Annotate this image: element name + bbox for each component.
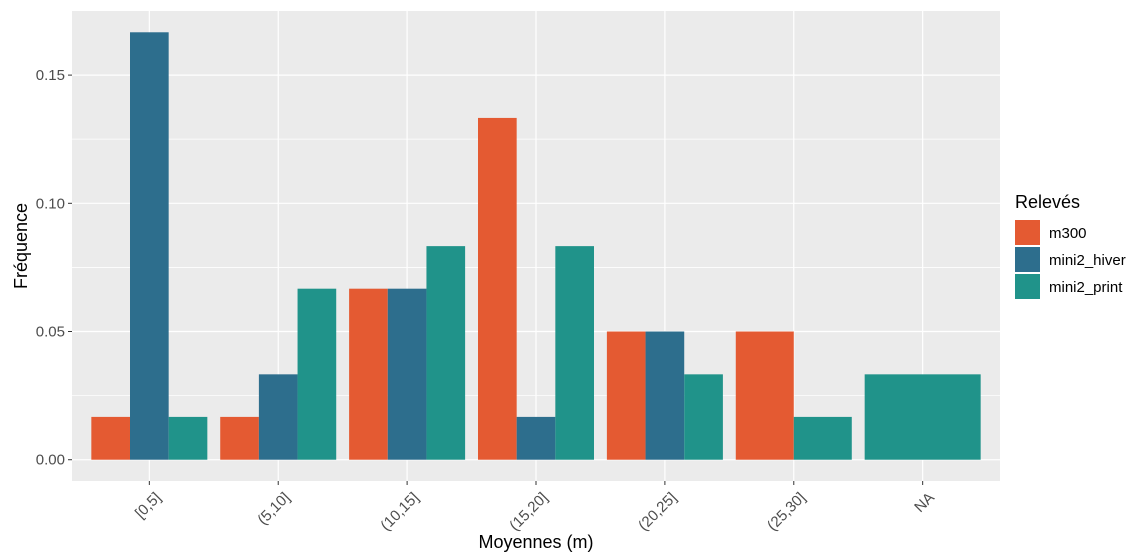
bar-mini2_hiver bbox=[258, 374, 298, 460]
bar-mini2_hiver bbox=[645, 331, 685, 460]
y-tick-label: 0.15 bbox=[36, 67, 65, 84]
bar-mini2_print bbox=[168, 416, 208, 460]
x-tick-label: (15,20] bbox=[506, 489, 551, 534]
bar-mini2_hiver bbox=[516, 416, 556, 460]
bar-mini2_print bbox=[555, 246, 594, 460]
x-tick-label: [0,5] bbox=[132, 489, 165, 522]
bar-m300 bbox=[606, 331, 646, 460]
bar-m300 bbox=[349, 288, 388, 460]
legend-key-mini2_print bbox=[1015, 274, 1040, 299]
x-axis-title: Moyennes (m) bbox=[478, 532, 593, 552]
y-tick-label: 0.00 bbox=[36, 452, 65, 469]
legend-label-m300: m300 bbox=[1049, 225, 1087, 242]
y-tick-label: 0.10 bbox=[36, 195, 65, 212]
y-axis: 0.00 0.05 0.10 0.15 bbox=[36, 67, 72, 469]
bar-mini2_print bbox=[793, 416, 852, 460]
x-tick-label: (20,25] bbox=[635, 489, 680, 534]
bars bbox=[91, 32, 981, 460]
x-tick-label: (10,15] bbox=[377, 489, 422, 534]
legend-key-mini2_hiver bbox=[1015, 247, 1040, 272]
legend-label-mini2_hiver: mini2_hiver bbox=[1049, 252, 1126, 269]
bar-m300 bbox=[91, 416, 130, 460]
bar-mini2_print bbox=[297, 288, 337, 460]
legend-label-mini2_print: mini2_print bbox=[1049, 279, 1123, 296]
legend: Relevés m300 mini2_hiver mini2_print bbox=[1015, 192, 1126, 299]
legend-title: Relevés bbox=[1015, 192, 1080, 212]
bar-m300 bbox=[220, 416, 259, 460]
bar-mini2_print bbox=[864, 374, 981, 460]
bar-mini2_print bbox=[684, 374, 723, 460]
bar-mini2_hiver bbox=[387, 288, 427, 460]
bar-m300 bbox=[478, 117, 517, 460]
bar-mini2_print bbox=[426, 246, 466, 460]
y-axis-title: Fréquence bbox=[11, 203, 31, 289]
x-tick-label: NA bbox=[911, 489, 938, 516]
bar-m300 bbox=[735, 331, 794, 460]
bar-mini2_hiver bbox=[130, 32, 169, 460]
x-axis: [0,5] (5,10] (10,15] (15,20] (20,25] (25,30] N… bbox=[132, 481, 938, 534]
legend-key-m300 bbox=[1015, 220, 1040, 245]
x-tick-label: (5,10] bbox=[254, 489, 293, 528]
x-tick-label: (25,30] bbox=[764, 489, 809, 534]
y-tick-label: 0.05 bbox=[36, 324, 65, 341]
